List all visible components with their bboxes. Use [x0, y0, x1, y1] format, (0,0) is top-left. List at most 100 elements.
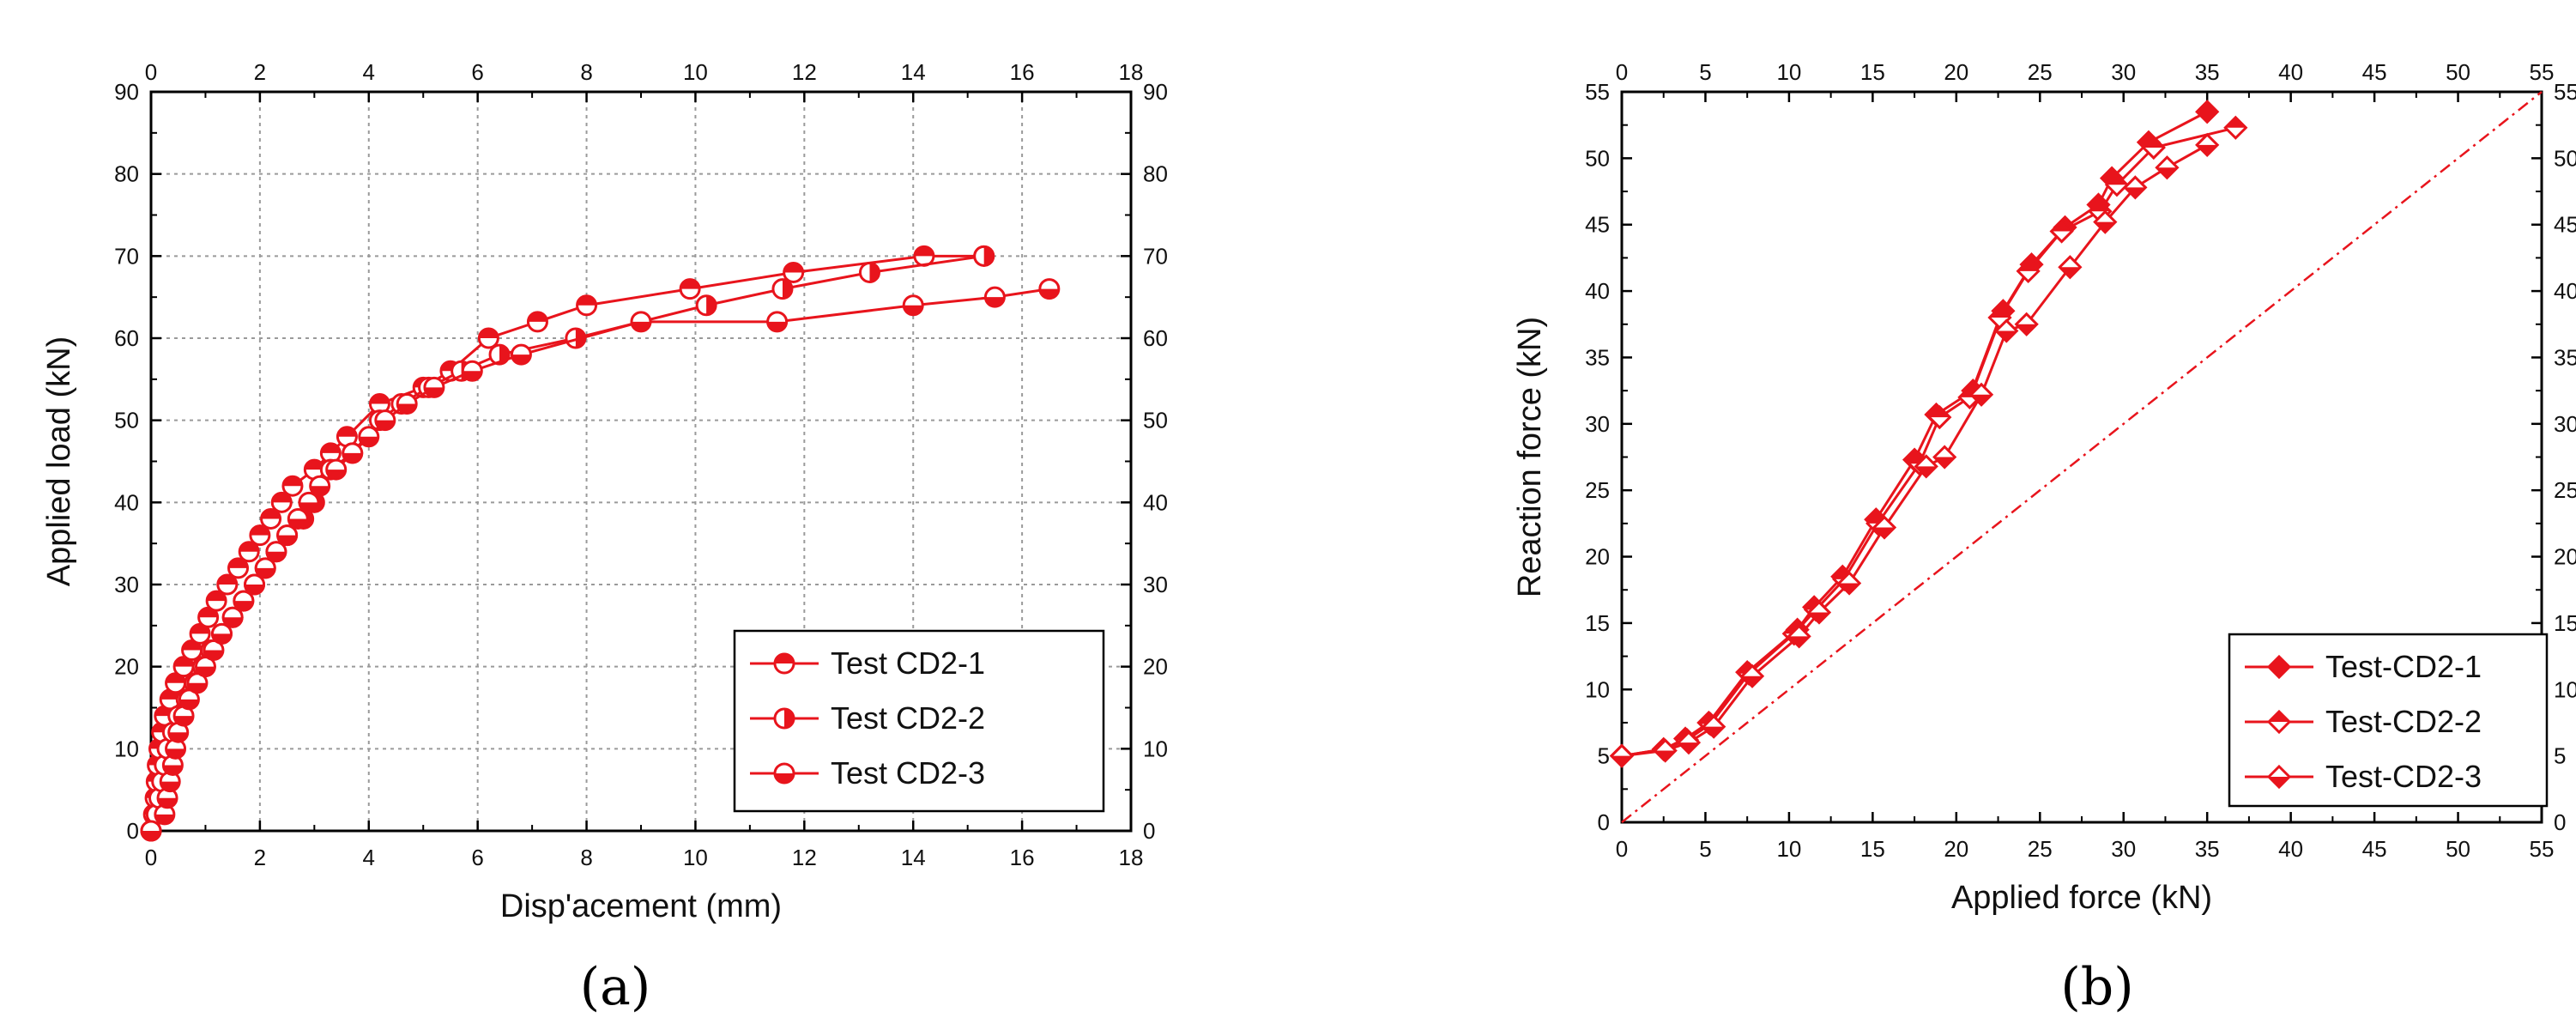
y-tick-label-right: 60: [1143, 325, 1168, 351]
data-point: [2049, 219, 2074, 244]
x-tick-label-bottom: 15: [1860, 836, 1885, 862]
data-point: [270, 491, 293, 513]
legend-marker: [2266, 709, 2292, 735]
data-point: [276, 524, 299, 547]
data-point: [477, 327, 499, 349]
x-tick-label-top: 10: [683, 59, 708, 85]
data-point: [858, 261, 880, 283]
data-point: [358, 426, 380, 448]
data-point: [254, 557, 276, 579]
y-tick-label-right: 70: [1143, 243, 1168, 269]
series-test-cd2-1: [1609, 100, 2220, 768]
data-point: [1836, 571, 1862, 596]
legend-label: Test CD2-1: [831, 645, 985, 681]
axis-ticks: 0055101015152020252530303535404045455050…: [1585, 59, 2576, 862]
data-point: [205, 590, 227, 612]
x-tick-label-bottom: 25: [2028, 836, 2053, 862]
x-tick-label-bottom: 2: [254, 845, 266, 870]
x-tick-label-top: 35: [2195, 59, 2220, 85]
y-tick-label-left: 20: [114, 654, 139, 680]
data-point: [140, 820, 162, 842]
legend-label: Test CD2-2: [831, 700, 985, 736]
y-tick-label-left: 60: [114, 325, 139, 351]
data-point: [281, 475, 304, 497]
x-tick-label-top: 25: [2028, 59, 2053, 85]
y-tick-label-right: 55: [2554, 79, 2576, 105]
x-tick-label-bottom: 10: [1776, 836, 1801, 862]
y-axis-label: Applied load (kN): [41, 336, 77, 586]
x-tick-label-top: 45: [2362, 59, 2387, 85]
y-tick-label-left: 55: [1585, 79, 1610, 105]
x-tick-label-top: 0: [145, 59, 157, 85]
data-point: [374, 409, 396, 432]
data-point: [249, 524, 271, 547]
data-point: [1806, 600, 1832, 625]
data-point: [1609, 743, 1635, 768]
data-point: [1968, 382, 1994, 407]
x-tick-label-bottom: 16: [1010, 845, 1035, 870]
data-point: [630, 311, 652, 333]
data-point: [2195, 100, 2220, 124]
data-point: [2223, 115, 2248, 140]
series-test-cd2-3: [140, 278, 1061, 842]
data-point: [342, 442, 364, 464]
x-tick-label-top: 6: [471, 59, 483, 85]
data-point: [189, 622, 211, 645]
data-point: [983, 286, 1006, 308]
y-tick-label-left: 5: [1598, 743, 1610, 769]
series-test-cd2-3: [1609, 132, 2220, 768]
data-point: [159, 771, 181, 793]
data-point: [221, 606, 244, 628]
x-tick-label-bottom: 0: [145, 845, 157, 870]
x-tick-label-top: 2: [254, 59, 266, 85]
y-tick-label-left: 40: [114, 489, 139, 515]
y-tick-label-right: 45: [2554, 212, 2576, 238]
x-tick-label-bottom: 4: [363, 845, 375, 870]
x-tick-label-bottom: 35: [2195, 836, 2220, 862]
data-point: [2093, 209, 2118, 234]
x-tick-label-top: 12: [792, 59, 817, 85]
y-tick-label-right: 5: [2554, 743, 2566, 769]
data-point: [1914, 454, 1938, 479]
y-tick-label-left: 50: [114, 408, 139, 433]
y-tick-label-left: 45: [1585, 212, 1610, 238]
data-point: [216, 573, 239, 596]
x-tick-label-top: 0: [1616, 59, 1628, 85]
y-tick-label-left: 30: [1585, 411, 1610, 437]
data-point: [783, 261, 805, 283]
x-axis-label: Disp'acement (mm): [500, 888, 782, 924]
y-tick-label-left: 20: [1585, 544, 1610, 570]
x-tick-label-bottom: 45: [2362, 836, 2387, 862]
data-point: [576, 294, 598, 317]
data-point: [265, 541, 287, 563]
data-point: [526, 311, 548, 333]
x-tick-label-bottom: 20: [1944, 836, 1968, 862]
data-point: [679, 278, 701, 300]
data-point: [309, 475, 331, 497]
data-point: [194, 656, 216, 678]
x-tick-label-bottom: 12: [792, 845, 817, 870]
y-tick-label-right: 80: [1143, 161, 1168, 187]
y-tick-label-left: 50: [1585, 145, 1610, 171]
y-tick-label-left: 15: [1585, 610, 1610, 636]
data-point: [1787, 624, 1811, 649]
data-point: [238, 541, 260, 563]
data-point: [2058, 255, 2083, 280]
legend-marker: [773, 762, 795, 785]
y-tick-label-right: 30: [2554, 411, 2576, 437]
data-point: [2195, 132, 2220, 158]
data-point: [2014, 312, 2039, 336]
data-point: [1932, 445, 1957, 470]
x-tick-label-bottom: 30: [2111, 836, 2136, 862]
data-point: [510, 343, 532, 366]
data-point: [325, 458, 348, 481]
y-tick-label-right: 20: [1143, 654, 1168, 680]
y-tick-label-right: 10: [1143, 736, 1168, 761]
x-tick-label-bottom: 40: [2278, 836, 2303, 862]
x-tick-label-bottom: 50: [2446, 836, 2470, 862]
data-point: [178, 688, 200, 711]
x-tick-label-top: 20: [1944, 59, 1968, 85]
legend-marker: [773, 652, 795, 675]
x-tick-label-bottom: 10: [683, 845, 708, 870]
y-tick-label-left: 10: [114, 736, 139, 761]
